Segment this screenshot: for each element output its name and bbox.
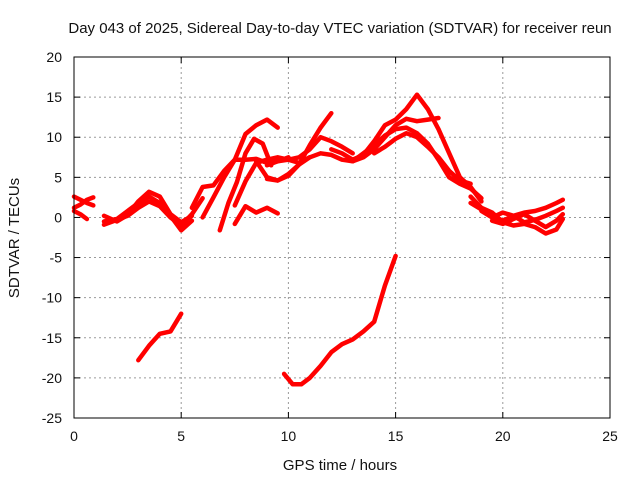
y-tick-label: 0: [54, 209, 62, 225]
y-axis-label: SDTVAR / TECUs: [6, 178, 23, 298]
series-arc-g: [136, 311, 184, 363]
series-arc-v: [479, 205, 566, 225]
y-tick-label: -25: [42, 410, 62, 426]
data-series: [71, 92, 566, 387]
y-tick-label: -5: [50, 250, 63, 266]
y-tick-label: 5: [54, 169, 62, 185]
y-tick-label: -20: [42, 370, 62, 386]
plot-frame: [73, 56, 611, 419]
y-tick-label: 10: [46, 129, 62, 145]
y-tick-label: 15: [46, 89, 62, 105]
series-arc-r: [350, 125, 484, 201]
series-arc-i: [200, 117, 280, 220]
x-tick-label: 15: [388, 428, 404, 444]
series-arc-f: [101, 195, 205, 228]
x-tick-label: 20: [495, 428, 511, 444]
series-arc-u: [468, 194, 566, 236]
y-tick-label: 20: [46, 49, 62, 65]
series-arc-p: [281, 253, 398, 387]
x-tick-label: 25: [602, 428, 618, 444]
axes: 0 5 10 15 20 25 -25 -20 -15 -10 -5 0 5 10 15 20: [42, 49, 618, 444]
y-tick-label: -10: [42, 290, 62, 306]
x-tick-label: 5: [177, 428, 185, 444]
series-arc-s: [371, 130, 473, 187]
series-arc-k: [232, 203, 280, 227]
y-tick-label: -15: [42, 330, 62, 346]
series-arc-b: [71, 195, 96, 211]
x-axis-label: GPS time / hours: [283, 457, 397, 474]
series-arc-o: [264, 115, 441, 183]
grid: [74, 57, 610, 418]
chart-title: Day 043 of 2025, Sidereal Day-to-day VTE…: [68, 20, 611, 37]
series-arc-c: [71, 208, 90, 222]
series-arc-j: [217, 136, 274, 233]
series-arc-l: [232, 155, 313, 208]
series-arc-w: [489, 211, 566, 230]
x-tick-label: 10: [281, 428, 297, 444]
series-arc-n: [264, 134, 355, 168]
x-tick-label: 0: [70, 428, 78, 444]
